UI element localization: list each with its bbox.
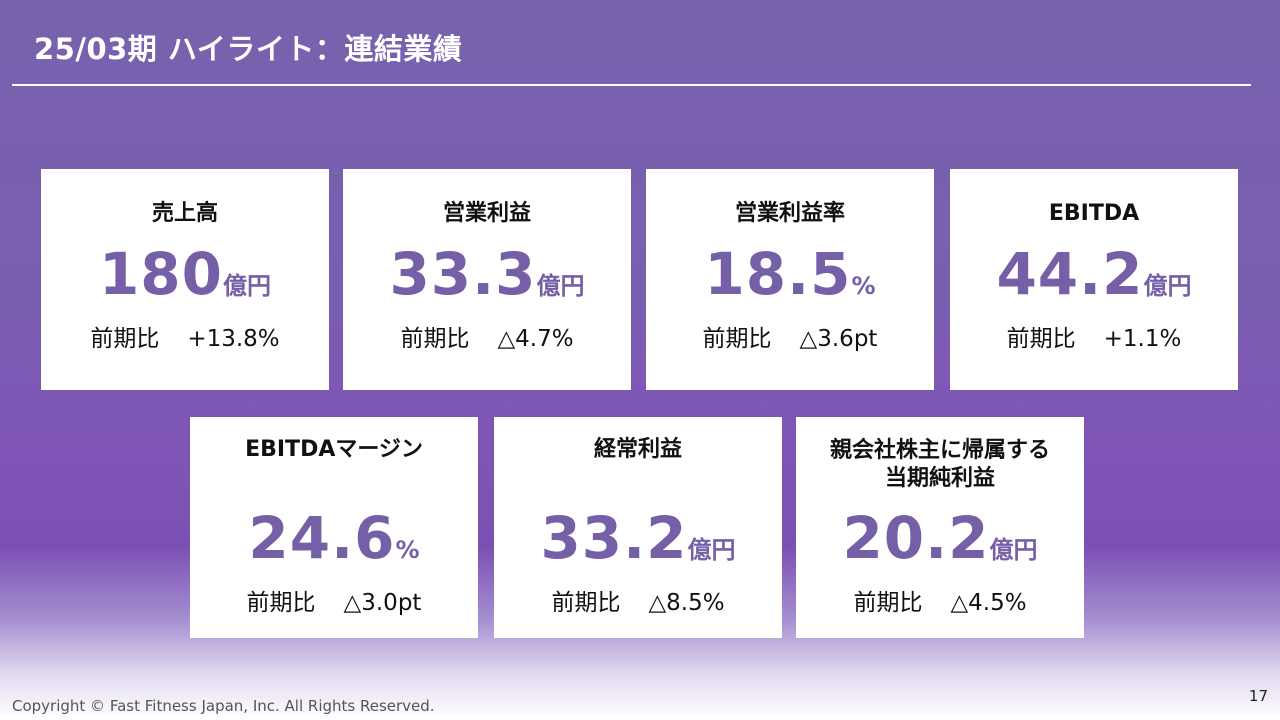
kpi-label: EBITDA <box>1048 201 1140 226</box>
comparison-label: 前期比 <box>551 590 621 616</box>
kpi-value-line: 20.2億円 <box>796 503 1084 588</box>
kpi-value: 180 <box>98 240 224 308</box>
kpi-value-line: 18.5% <box>646 239 934 324</box>
kpi-label: 経常利益 <box>593 437 682 462</box>
page-title: 25/03期 ハイライト：連結業績 <box>34 32 463 66</box>
comparison-label: 前期比 <box>853 590 923 616</box>
comparison-label: 前期比 <box>400 326 470 352</box>
kpi-value-line: 44.2億円 <box>950 239 1238 324</box>
kpi-comparison: 前期比 △3.6pt <box>646 319 934 353</box>
comparison-label: 前期比 <box>1006 326 1076 352</box>
title-divider <box>12 84 1251 86</box>
kpi-label: 営業利益 <box>442 201 531 226</box>
kpi-value: 24.6 <box>248 504 396 572</box>
kpi-card-net-sales: 売上高 180億円 前期比 +13.8% <box>41 169 329 390</box>
kpi-value: 33.2 <box>540 504 688 572</box>
kpi-value-line: 33.2億円 <box>494 503 782 588</box>
kpi-card-net-income: 親会社株主に帰属する 当期純利益 20.2億円 前期比 △4.5% <box>796 417 1084 638</box>
comparison-value: +13.8% <box>187 326 280 352</box>
kpi-label: 営業利益率 <box>734 201 845 226</box>
comparison-label: 前期比 <box>246 590 316 616</box>
kpi-unit: 億円 <box>687 536 736 564</box>
kpi-value-line: 33.3億円 <box>343 239 631 324</box>
kpi-card-operating-margin: 営業利益率 18.5% 前期比 △3.6pt <box>646 169 934 390</box>
kpi-unit: 億円 <box>536 272 585 300</box>
kpi-label: EBITDAマージン <box>245 437 423 462</box>
kpi-comparison: 前期比 △4.7% <box>343 319 631 353</box>
kpi-comparison: 前期比 △3.0pt <box>190 583 478 617</box>
comparison-value: △4.7% <box>497 326 574 352</box>
kpi-label-line2: 当期純利益 <box>884 466 995 491</box>
kpi-value: 44.2 <box>996 240 1144 308</box>
kpi-value-line: 180億円 <box>41 239 329 324</box>
kpi-value-line: 24.6% <box>190 503 478 588</box>
kpi-value: 33.3 <box>389 240 537 308</box>
kpi-comparison: 前期比 △8.5% <box>494 583 782 617</box>
kpi-label: 親会社株主に帰属する 当期純利益 <box>796 437 1084 493</box>
comparison-value: △4.5% <box>950 590 1027 616</box>
kpi-card-ordinary-profit: 経常利益 33.2億円 前期比 △8.5% <box>494 417 782 638</box>
kpi-unit: 億円 <box>989 536 1038 564</box>
kpi-card-ebitda-margin: EBITDAマージン 24.6% 前期比 △3.0pt <box>190 417 478 638</box>
kpi-value: 18.5 <box>704 240 852 308</box>
kpi-card-operating-profit: 営業利益 33.3億円 前期比 △4.7% <box>343 169 631 390</box>
comparison-value: △3.6pt <box>799 326 878 352</box>
kpi-unit: 億円 <box>223 272 272 300</box>
comparison-value: △3.0pt <box>343 590 422 616</box>
comparison-label: 前期比 <box>90 326 160 352</box>
kpi-unit: 億円 <box>1143 272 1192 300</box>
comparison-value: △8.5% <box>648 590 725 616</box>
comparison-value: +1.1% <box>1103 326 1182 352</box>
page-number: 17 <box>1248 687 1268 705</box>
comparison-label: 前期比 <box>702 326 772 352</box>
kpi-label: 売上高 <box>151 201 218 226</box>
kpi-value: 20.2 <box>842 504 990 572</box>
kpi-label-line1: 親会社株主に帰属する <box>829 438 1050 463</box>
kpi-comparison: 前期比 △4.5% <box>796 583 1084 617</box>
kpi-unit: % <box>395 536 420 564</box>
copyright-notice: Copyright © Fast Fitness Japan, Inc. All… <box>12 697 435 715</box>
kpi-comparison: 前期比 +13.8% <box>41 319 329 353</box>
kpi-unit: % <box>851 272 876 300</box>
kpi-card-ebitda: EBITDA 44.2億円 前期比 +1.1% <box>950 169 1238 390</box>
kpi-comparison: 前期比 +1.1% <box>950 319 1238 353</box>
